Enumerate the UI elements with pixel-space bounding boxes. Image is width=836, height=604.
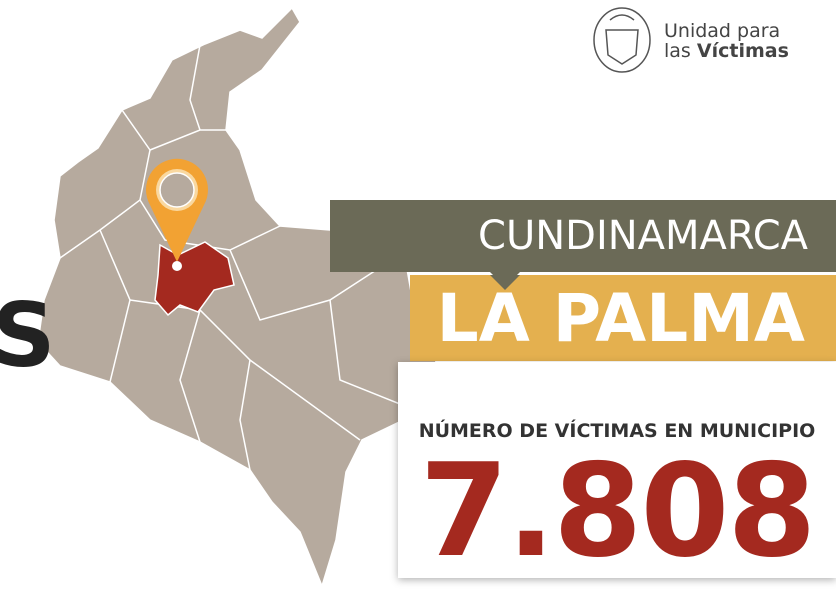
logo-line: Unidad para [664, 20, 781, 42]
logo-prefix: las [664, 39, 691, 62]
highlighted-department [154, 241, 235, 317]
municipality-name: LA PALMA [436, 280, 805, 357]
department-name: CUNDINAMARCA [478, 213, 808, 259]
stat-label: NÚMERO DE VÍCTIMAS EN MUNICIPIO [418, 420, 816, 442]
logo-line: las Víctimas [664, 39, 789, 62]
location-pin [146, 158, 209, 271]
banner-pointer [490, 275, 520, 290]
stat-value: 7.808 [419, 437, 817, 586]
logo-bold: Víctimas [696, 39, 789, 62]
country-shape [37, 6, 443, 589]
stat-box [398, 362, 836, 578]
department-banner [330, 200, 836, 272]
logo-emblem [593, 7, 651, 73]
logo-text: Unidad para las Víctimas [664, 20, 789, 62]
municipality-banner [410, 275, 836, 361]
cropped-text: S [0, 284, 56, 387]
